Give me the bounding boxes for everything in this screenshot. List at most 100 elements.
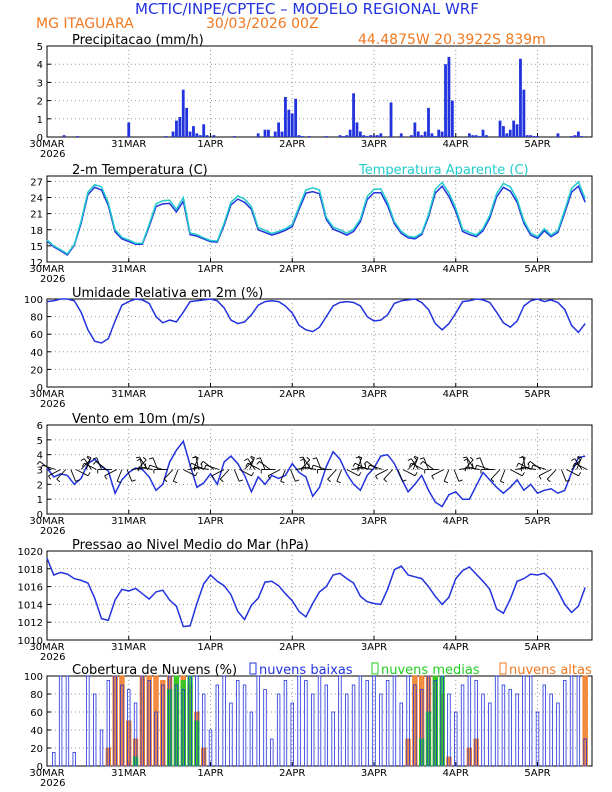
precip-bar xyxy=(379,133,383,137)
precip-bar xyxy=(437,129,441,137)
wind-barb-tick xyxy=(516,462,519,467)
cloud-legend-label: nuvens altas xyxy=(509,663,592,678)
precip-bar xyxy=(301,136,304,137)
header-title: MCTIC/INPE/CPTEC – MODELO REGIONAL WRF xyxy=(135,0,479,18)
wind-barb-tick xyxy=(490,478,495,483)
cloud-bar-nuvens-baixas xyxy=(58,675,63,767)
wind-barb-tick xyxy=(538,475,542,480)
y-tick-label: 4 xyxy=(37,60,43,71)
cloud-bar-nuvens-baixas xyxy=(399,702,403,767)
series-line-1 xyxy=(46,298,586,344)
precip-bar xyxy=(447,56,451,137)
panel-title: Vento em 10m (m/s) xyxy=(72,412,205,427)
cloud-bar-nuvens-baixas xyxy=(229,702,233,767)
wind-barb-tick xyxy=(92,457,97,460)
wind-barb-tick xyxy=(546,478,551,483)
precip-bar xyxy=(430,133,434,137)
wind-barb-tick xyxy=(87,472,91,477)
precip-bar xyxy=(481,129,485,137)
wind-barb xyxy=(411,462,424,470)
wind-barb xyxy=(149,464,163,470)
y-tick-label: 4 xyxy=(37,451,43,462)
wind-barb-tick xyxy=(142,456,147,461)
precip-bar xyxy=(175,120,178,137)
wind-barb-tick xyxy=(527,461,531,465)
wind-barb xyxy=(247,458,256,470)
panel-frame xyxy=(46,298,593,388)
wind-barb xyxy=(465,466,480,470)
x-tick-label: 5APR xyxy=(524,642,550,653)
panel-title: Cobertura de Nuvens (%) xyxy=(72,663,237,678)
wind-barb-tick xyxy=(336,480,341,484)
wind-barb xyxy=(510,469,523,477)
y-tick-label: 5 xyxy=(37,436,43,447)
cloud-bar-nuvens-baixas xyxy=(113,675,117,767)
x-tick-label: 4APR xyxy=(443,139,469,150)
precip-bar xyxy=(345,135,349,137)
wind-barb-tick xyxy=(352,462,356,467)
header-location: MG ITAGUARA xyxy=(36,16,134,32)
x-tick-label: 5APR xyxy=(524,768,550,779)
cloud-bar-nuvens-baixas xyxy=(188,675,192,767)
wind-barb-tick xyxy=(250,455,255,459)
wind-barb-tick xyxy=(87,455,92,459)
wind-barb xyxy=(574,458,583,470)
precip-bar xyxy=(127,122,131,137)
series-line-1 xyxy=(46,184,586,257)
wind-barb-tick xyxy=(364,463,367,468)
x-tick-label: 5APR xyxy=(524,264,550,275)
wind-barb xyxy=(467,458,475,470)
cloud-bar-nuvens-baixas xyxy=(351,684,356,767)
wind-barb-tick xyxy=(520,467,523,472)
wind-barb xyxy=(70,469,77,482)
wind-barb-tick xyxy=(531,465,534,470)
cloud-bar-nuvens-baixas xyxy=(201,693,206,767)
precip-bar xyxy=(348,129,352,137)
precip-bar xyxy=(508,129,512,137)
wind-barb-tick xyxy=(250,456,254,461)
wind-barb xyxy=(546,469,557,480)
wind-barb-tick xyxy=(137,467,140,472)
precip-bar xyxy=(307,136,311,137)
precip-bar xyxy=(399,133,403,137)
cloud-bar-nuvens-baixas xyxy=(208,729,213,767)
precip-bar xyxy=(352,93,355,137)
wind-barb-tick xyxy=(295,479,300,482)
wind-barb xyxy=(280,469,286,482)
wind-barb xyxy=(397,469,404,482)
x-year-label: 2026 xyxy=(40,274,65,285)
wind-barb xyxy=(205,464,220,470)
cloud-bar-nuvens-baixas xyxy=(167,675,172,767)
wind-barb xyxy=(412,457,419,470)
cloud-bar-nuvens-baixas xyxy=(338,675,342,767)
precip-bar xyxy=(195,133,199,137)
x-tick-label: 1APR xyxy=(197,768,223,779)
wind-barb-tick xyxy=(56,478,61,483)
x-tick-label: 1APR xyxy=(197,264,223,275)
precip-bar xyxy=(498,120,502,137)
cloud-bar-nuvens-baixas xyxy=(556,702,560,767)
cloud-bar-nuvens-baixas xyxy=(52,752,56,767)
wind-barb-tick xyxy=(462,456,468,459)
wind-barb-tick xyxy=(565,479,571,482)
cloud-bar-nuvens-baixas xyxy=(494,675,499,767)
y-tick-label: 1018 xyxy=(18,565,43,576)
panel-frame xyxy=(46,175,593,263)
wind-barb xyxy=(443,469,450,482)
wind-barb-tick xyxy=(458,479,463,482)
x-tick-label: 30MAR xyxy=(29,139,64,150)
wind-barb-tick xyxy=(357,455,362,459)
wind-barb xyxy=(247,462,261,470)
y-tick-label: 100 xyxy=(24,672,43,683)
x-tick-label: 30MAR xyxy=(29,516,64,527)
precip-bar xyxy=(355,122,359,137)
precip-bar xyxy=(478,136,481,137)
wind-barb-tick xyxy=(464,467,467,472)
wind-barb-tick xyxy=(131,479,136,482)
header-coords: 44.4875W 20.3922S 839m xyxy=(358,32,546,48)
x-tick-label: 31MAR xyxy=(111,516,146,527)
wind-barb-tick xyxy=(355,456,360,459)
wind-barb-tick xyxy=(173,480,178,484)
precip-bar xyxy=(164,136,168,137)
precip-bar xyxy=(362,135,366,137)
